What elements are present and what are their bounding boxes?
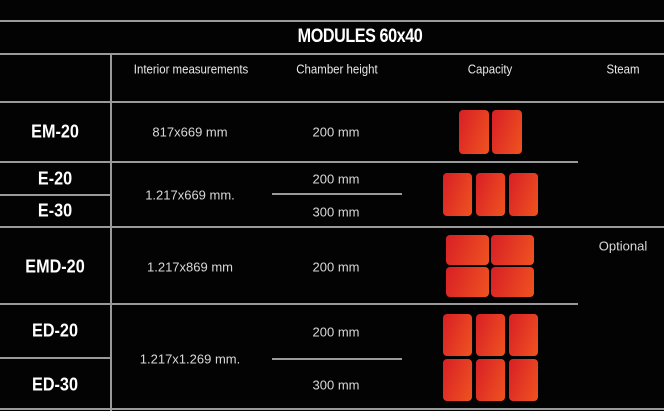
tray-icon — [476, 314, 505, 356]
divider — [0, 161, 578, 163]
tray-icon — [509, 314, 538, 356]
model-label: ED-20 — [32, 320, 78, 341]
divider — [0, 226, 664, 228]
steam-value: Optional — [598, 238, 648, 254]
model-label: E-20 — [37, 168, 73, 189]
interior-value: 1.217x869 mm — [147, 259, 233, 275]
divider — [110, 53, 112, 411]
divider — [0, 20, 664, 22]
header-chamber: Chamber height — [296, 61, 378, 77]
model-label: EM-20 — [31, 121, 79, 142]
divider — [0, 408, 664, 410]
header-steam: Steam — [606, 61, 640, 77]
table-title: MODULES 60x40 — [297, 26, 423, 47]
tray-icon — [476, 173, 505, 216]
chamber-value: 200 mm — [312, 324, 360, 340]
chamber-value: 200 mm — [312, 171, 360, 187]
divider — [272, 358, 402, 360]
divider — [0, 303, 578, 305]
model-label: EMD-20 — [25, 256, 85, 277]
header-interior: Interior measurements — [133, 61, 249, 77]
tray-icon — [491, 267, 534, 297]
divider — [0, 101, 664, 103]
tray-icon — [476, 359, 505, 401]
chamber-value: 200 mm — [312, 259, 360, 275]
tray-icon — [446, 267, 489, 297]
tray-icon — [443, 314, 472, 356]
chamber-value: 300 mm — [312, 204, 360, 220]
tray-icon — [492, 110, 522, 154]
divider — [0, 53, 664, 55]
model-label: ED-30 — [32, 374, 78, 395]
interior-value: 817x669 mm — [152, 124, 228, 140]
chamber-value: 200 mm — [312, 124, 360, 140]
tray-icon — [491, 235, 534, 265]
tray-icon — [509, 359, 538, 401]
divider — [0, 357, 110, 359]
interior-value: 1.217x669 mm. — [145, 187, 235, 203]
divider — [272, 193, 402, 195]
header-capacity: Capacity — [467, 61, 513, 77]
tray-icon — [509, 173, 538, 216]
tray-icon — [459, 110, 489, 154]
chamber-value: 300 mm — [312, 377, 360, 393]
interior-value: 1.217x1.269 mm. — [139, 351, 241, 367]
tray-icon — [446, 235, 489, 265]
model-label: E-30 — [37, 200, 73, 221]
tray-icon — [443, 359, 472, 401]
tray-icon — [443, 173, 472, 216]
divider — [0, 194, 110, 196]
